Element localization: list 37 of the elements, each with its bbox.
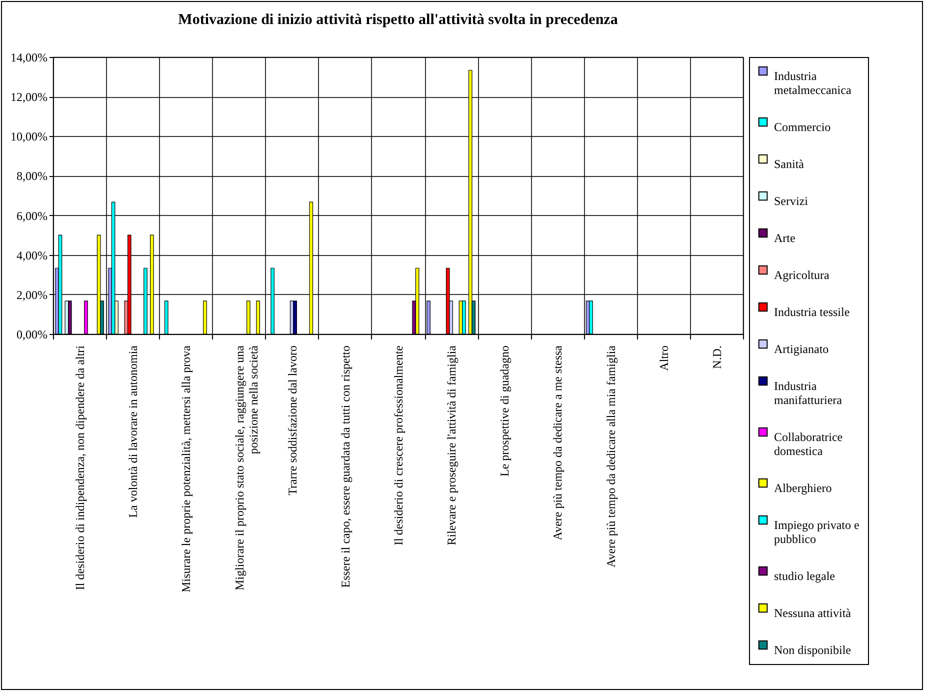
chart-title: Motivazione di inizio attività rispetto all'attività svolta in precedenza <box>178 12 618 28</box>
x-tick-label: Altro <box>656 346 671 371</box>
x-tick-label: Migliorare il proprio stato sociale, raggiungere una posizione nella società <box>232 344 260 590</box>
x-tick-label: Avere più tempo da dedicare a me stessa <box>550 344 565 540</box>
legend-label: Industria metalmeccanica <box>774 69 852 97</box>
y-tick-label: 10,00% <box>10 130 48 144</box>
x-tick-label: Trarre soddisfazione dal lavoro <box>285 346 300 496</box>
x-tick-label: N.D. <box>710 346 724 369</box>
x-tick-label: Rilevare e proseguire l'attività di famiglia <box>444 344 459 546</box>
y-tick-label: 0,00% <box>16 328 48 342</box>
legend-label: Alberghiero <box>774 481 832 495</box>
legend-label: Non disponibile <box>774 643 851 657</box>
x-tick-label: La volontà di lavorare in autonomia <box>126 344 140 518</box>
legend-label: Arte <box>774 231 796 245</box>
legend-label: Servizi <box>774 194 809 208</box>
legend-label: Commercio <box>774 120 831 134</box>
legend-label: Sanità <box>774 157 805 171</box>
legend-label: Collaboratrice domestica <box>774 430 843 458</box>
y-tick-label: 2,00% <box>16 288 48 302</box>
y-tick-label: 8,00% <box>16 169 48 184</box>
y-tick-label: 14,00% <box>10 50 48 64</box>
x-tick-label: Misurare le proprie potenzialità, mettersi alla prova <box>179 344 194 592</box>
legend-label: Nessuna attività <box>774 606 852 620</box>
legend-label: studio legale <box>774 569 835 583</box>
legend-label: Industria tessile <box>774 305 850 319</box>
x-tick-label: Essere il capo, essere guardata da tutti con rispetto <box>338 346 352 588</box>
legend-label: Artigianato <box>774 342 829 356</box>
x-tick-label: Il desiderio di indipendenza, non dipendere da altri <box>73 344 88 590</box>
x-tick-label: Le prospettive di guadagno <box>498 346 512 476</box>
y-tick-label: 4,00% <box>16 248 48 262</box>
legend-label: Industria manifatturiera <box>774 379 843 407</box>
y-tick-label: 6,00% <box>16 208 48 223</box>
legend-label: Agricoltura <box>774 268 830 282</box>
legend-label: Impiego privato e pubblico <box>774 518 860 546</box>
y-tick-label: 12,00% <box>10 90 48 104</box>
x-tick-label: Avere più tempo da dedicare alla mia famiglia <box>604 344 618 568</box>
x-tick-label: Il desiderio di crescere professionalmente <box>392 346 406 546</box>
